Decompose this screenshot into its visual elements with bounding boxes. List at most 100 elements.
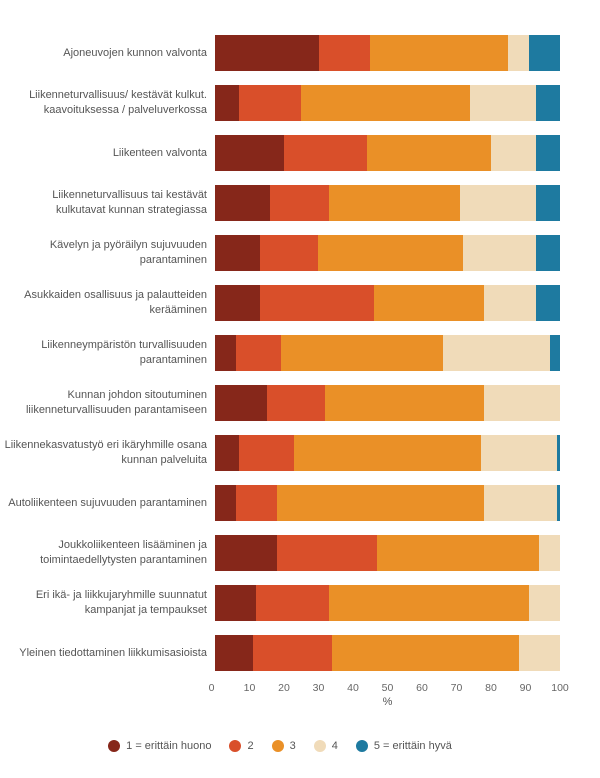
bar-track — [215, 285, 560, 321]
bar-segment — [239, 435, 294, 471]
bar-segment — [215, 385, 267, 421]
bar-segment — [550, 335, 560, 371]
bar-segment — [484, 285, 536, 321]
legend-swatch — [314, 740, 326, 752]
legend-label: 3 — [290, 740, 296, 752]
table-row: Autoliikenteen sujuvuuden parantaminen — [0, 478, 560, 528]
bar-segment — [256, 585, 328, 621]
bar-segment — [301, 85, 470, 121]
legend: 1 = erittäin huono 2 3 4 5 = erittäin hyvä — [0, 740, 560, 752]
row-label: Liikenteen valvonta — [0, 146, 215, 161]
row-label: Eri ikä- ja liikkujaryhmille suunnatut k… — [0, 588, 215, 618]
table-row: Joukkoliikenteen lisääminen ja toimintae… — [0, 528, 560, 578]
legend-label: 1 = erittäin huono — [126, 740, 211, 752]
bar-track — [215, 185, 560, 221]
bar-segment — [329, 185, 460, 221]
bar-segment — [536, 185, 560, 221]
legend-item: 5 = erittäin hyvä — [356, 740, 452, 752]
bar-segment — [484, 385, 560, 421]
bar-segment — [332, 635, 518, 671]
x-tick: 30 — [313, 682, 325, 694]
row-label: Kunnan johdon sitoutuminen liikenneturva… — [0, 388, 215, 418]
bar-track — [215, 35, 560, 71]
bar-segment — [536, 235, 560, 271]
bar-track — [215, 635, 560, 671]
table-row: Ajoneuvojen kunnon valvonta — [0, 28, 560, 78]
table-row: Kunnan johdon sitoutuminen liikenneturva… — [0, 378, 560, 428]
table-row: Liikenneturvallisuus/ kestävät kulkut. k… — [0, 78, 560, 128]
bar-segment — [215, 235, 260, 271]
bar-segment — [319, 35, 371, 71]
bar-segment — [239, 85, 301, 121]
x-tick: 70 — [451, 682, 463, 694]
stacked-bar-chart: Ajoneuvojen kunnon valvonta Liikenneturva… — [0, 0, 600, 778]
bar-segment — [463, 235, 535, 271]
bar-track — [215, 85, 560, 121]
table-row: Yleinen tiedottaminen liikkumisasioista — [0, 628, 560, 678]
bar-segment — [215, 285, 260, 321]
bar-segment — [519, 635, 560, 671]
bar-segment — [215, 85, 239, 121]
row-label: Ajoneuvojen kunnon valvonta — [0, 46, 215, 61]
bar-segment — [215, 585, 256, 621]
bar-segment — [367, 135, 491, 171]
bar-track — [215, 385, 560, 421]
row-label: Joukkoliikenteen lisääminen ja toimintae… — [0, 538, 215, 568]
x-tick: 60 — [416, 682, 428, 694]
bar-segment — [536, 85, 560, 121]
legend-swatch — [229, 740, 241, 752]
legend-swatch — [108, 740, 120, 752]
x-tick: 0 — [209, 682, 215, 694]
row-label: Liikenneturvallisuus tai kestävät kulkut… — [0, 188, 215, 218]
legend-label: 2 — [247, 740, 253, 752]
bar-segment — [329, 585, 529, 621]
row-label: Kävelyn ja pyöräilyn sujuvuuden parantam… — [0, 238, 215, 268]
bar-segment — [529, 35, 560, 71]
bar-segment — [215, 635, 253, 671]
bar-segment — [260, 285, 374, 321]
row-label: Yleinen tiedottaminen liikkumisasioista — [0, 646, 215, 661]
bar-track — [215, 335, 560, 371]
bar-segment — [294, 435, 480, 471]
bar-segment — [443, 335, 550, 371]
row-label: Liikenneturvallisuus/ kestävät kulkut. k… — [0, 88, 215, 118]
bar-segment — [253, 635, 332, 671]
bar-segment — [277, 535, 377, 571]
bar-segment — [236, 335, 281, 371]
bar-segment — [281, 335, 443, 371]
table-row: Kävelyn ja pyöräilyn sujuvuuden parantam… — [0, 228, 560, 278]
bar-segment — [277, 485, 484, 521]
legend-item: 1 = erittäin huono — [108, 740, 211, 752]
table-row: Liikennekasvatustyö eri ikäryhmille osan… — [0, 428, 560, 478]
bar-segment — [484, 485, 556, 521]
bar-segment — [529, 585, 560, 621]
bar-segment — [284, 135, 367, 171]
bar-segment — [215, 485, 236, 521]
bar-segment — [557, 485, 560, 521]
bar-segment — [215, 435, 239, 471]
bar-track — [215, 135, 560, 171]
bar-segment — [539, 535, 560, 571]
bar-segment — [236, 485, 277, 521]
table-row: Eri ikä- ja liikkujaryhmille suunnatut k… — [0, 578, 560, 628]
bar-segment — [260, 235, 319, 271]
bar-segment — [377, 535, 539, 571]
bar-segment — [215, 185, 270, 221]
legend-swatch — [356, 740, 368, 752]
bar-segment — [508, 35, 529, 71]
x-axis-label: % — [383, 696, 393, 708]
bar-segment — [370, 35, 508, 71]
row-label: Asukkaiden osallisuus ja palautteiden ke… — [0, 288, 215, 318]
bar-track — [215, 585, 560, 621]
x-tick: 20 — [278, 682, 290, 694]
legend-label: 4 — [332, 740, 338, 752]
table-row: Liikenneympäristön turvallisuuden parant… — [0, 328, 560, 378]
x-tick: 90 — [520, 682, 532, 694]
bar-segment — [215, 35, 319, 71]
table-row: Liikenteen valvonta — [0, 128, 560, 178]
bar-segment — [325, 385, 484, 421]
bar-segment — [215, 135, 284, 171]
bar-segment — [318, 235, 463, 271]
bar-segment — [374, 285, 484, 321]
x-tick: 80 — [485, 682, 497, 694]
